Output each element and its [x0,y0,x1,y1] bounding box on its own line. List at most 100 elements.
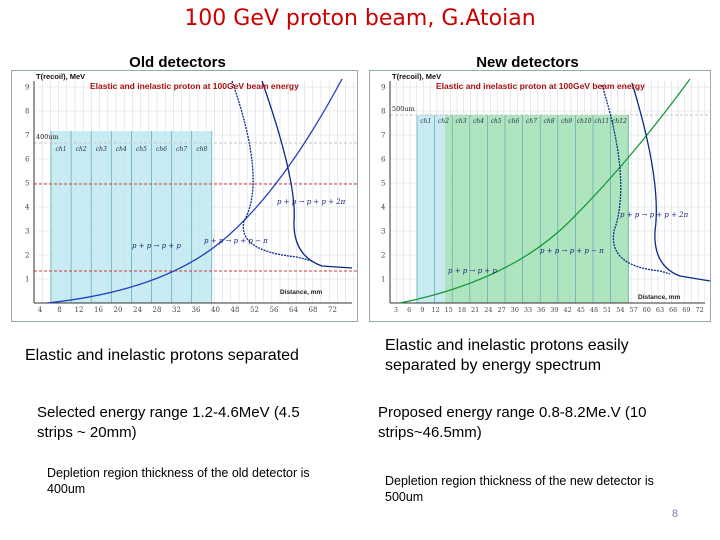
x-tick-label: 15 [445,306,453,314]
x-tick-label: 57 [629,306,637,314]
inelastic-2pi-curve [631,82,710,282]
slide-title: 100 GeV proton beam, G.Atoian [184,6,536,31]
x-tick-label: 30 [511,306,519,314]
y-axis-label: T(recoil), MeV [36,72,85,81]
channel-label: ch6 [156,146,167,153]
channel-label: ch3 [455,118,466,125]
x-tick-label: 72 [695,306,703,314]
x-axis-label: Distance, mm [638,294,680,301]
channel-label: ch4 [116,146,127,153]
x-tick-label: 12 [431,306,439,314]
new-detectors-heading: New detectors [476,54,579,71]
y-tick-label: 9 [25,84,29,92]
x-tick-label: 56 [270,306,279,314]
channel-label: ch5 [136,146,147,153]
channel-label: ch8 [196,146,207,153]
x-tick-label: 33 [524,306,532,314]
x-tick-label: 12 [75,306,84,314]
x-tick-label: 68 [309,306,318,314]
channel-label: ch2 [76,146,87,153]
inelastic-pi-curve [231,80,313,262]
x-tick-label: 69 [682,306,690,314]
x-tick-label: 6 [407,306,411,314]
y-tick-label: 1 [25,276,29,284]
x-tick-label: 60 [643,306,651,314]
y-tick-label: 9 [381,84,385,92]
channel-label: ch6 [508,118,519,125]
x-tick-label: 48 [590,306,598,314]
y-tick-label: 5 [25,180,29,188]
x-tick-label: 45 [577,306,585,314]
y-tick-label: 5 [381,180,385,188]
x-tick-label: 66 [669,306,677,314]
elastic-curve [399,78,691,304]
new-detectors-plot: ch1 ch2 ch3 ch4 ch5 ch6 ch7 ch8 ch9 ch10 ch11 ch12 … [369,70,711,322]
channel-label: ch11 [594,118,609,125]
depth-label: 500um [392,105,415,113]
y-tick-label: 7 [381,132,385,140]
y-tick-label: 3 [381,228,385,236]
x-axis-label: Distance, mm [280,289,322,296]
inelastic-2pi-curve [261,80,353,269]
old-detectors-heading: Old detectors [129,54,226,71]
channel-label: ch12 [612,118,627,125]
x-tick-label: 54 [616,306,624,314]
y-tick-label: 7 [25,132,29,140]
annotation-inelastic-2pi: p + p → p + p + 2π [277,198,346,206]
channel-label: ch10 [577,118,592,125]
x-tick-label: 64 [289,306,298,314]
channel-label: ch1 [56,146,67,153]
channel-label: ch4 [473,118,484,125]
depth-label: 400um [36,133,59,141]
y-tick-label: 4 [25,204,30,212]
x-tick-label: 28 [153,306,162,314]
channel-label: ch7 [176,146,187,153]
annotation-elastic: p + p → p + p [448,267,497,275]
x-tick-label: 52 [250,306,259,314]
x-tick-label: 16 [94,306,103,314]
channel-label: ch7 [526,118,537,125]
x-tick-label: 4 [38,306,43,314]
inelastic-pi-curve [601,84,671,275]
x-tick-label: 20 [114,306,123,314]
annotation-elastic: p + p → p + p [132,242,181,250]
x-tick-label: 72 [328,306,337,314]
detector-band-inner [445,115,629,303]
plot-title: Elastic and inelastic proton at 100GeV b… [436,81,645,91]
old-energy-range: Selected energy range 1.2-4.6MeV (4.5 st… [37,404,300,441]
x-tick-label: 42 [563,306,571,314]
plot-title: Elastic and inelastic proton at 100GeV b… [90,81,299,91]
y-axis-label: T(recoil), MeV [392,72,441,81]
y-tick-label: 3 [25,228,29,236]
y-tick-label: 1 [381,276,385,284]
x-tick-label: 9 [420,306,424,314]
x-tick-label: 51 [603,306,611,314]
x-tick-label: 8 [57,306,61,314]
page-number: 8 [671,508,678,520]
channel-label: ch8 [543,118,554,125]
x-tick-label: 24 [484,306,492,314]
y-tick-label: 8 [25,108,29,116]
x-tick-label: 27 [497,306,505,314]
y-tick-label: 6 [25,156,30,164]
y-tick-label: 8 [381,108,385,116]
channel-label: ch1 [420,118,431,125]
x-tick-label: 39 [550,306,558,314]
channel-label: ch2 [438,118,449,125]
new-depletion-note: Depletion region thickness of the new de… [385,474,654,504]
annotation-inelastic-pi: p + p → p + p − π [204,237,268,245]
x-tick-label: 36 [537,306,545,314]
x-tick-label: 63 [656,306,664,314]
elastic-curve [46,78,343,304]
x-tick-label: 24 [133,306,142,314]
old-caption: Elastic and inelastic protons separated [25,347,299,364]
channel-label: ch5 [491,118,502,125]
x-tick-label: 21 [471,306,479,314]
channel-label: ch9 [561,118,572,125]
y-tick-label: 4 [381,204,386,212]
channel-label: ch3 [96,146,107,153]
new-energy-range: Proposed energy range 0.8-8.2Me.V (10 st… [378,404,647,441]
x-tick-label: 32 [172,306,181,314]
y-tick-label: 2 [381,252,385,260]
